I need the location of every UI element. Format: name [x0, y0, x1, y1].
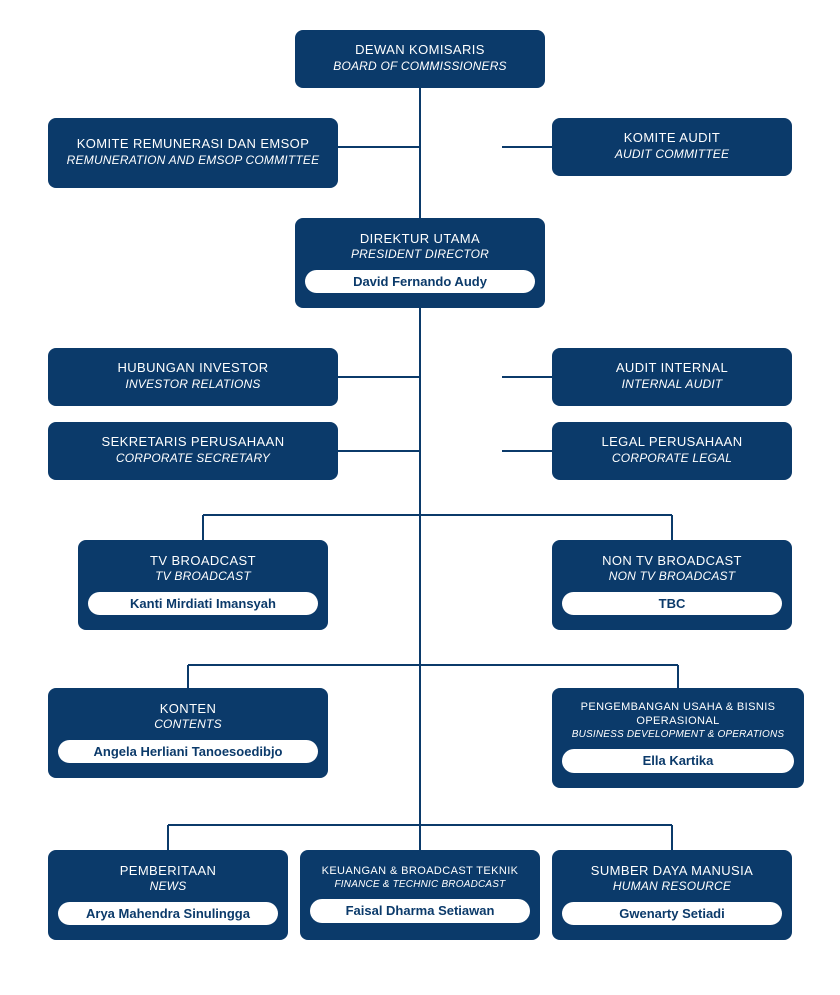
org-node-person: Gwenarty Setiadi — [562, 902, 782, 926]
org-node-header: DEWAN KOMISARISBOARD OF COMMISSIONERS — [295, 36, 545, 81]
org-node-header: KEUANGAN & BROADCAST TEKNIKFINANCE & TEC… — [300, 859, 540, 899]
org-node-subtitle: HUMAN RESOURCE — [560, 879, 784, 894]
org-node-remun: KOMITE REMUNERASI DAN EMSOPREMUNERATION … — [48, 118, 338, 188]
org-node-hr: SUMBER DAYA MANUSIAHUMAN RESOURCEGwenart… — [552, 850, 792, 940]
org-node-header: DIREKTUR UTAMAPRESIDENT DIRECTOR — [295, 225, 545, 270]
org-node-header: AUDIT INTERNALINTERNAL AUDIT — [552, 354, 792, 399]
connector-line — [203, 515, 672, 540]
org-node-audit_int: AUDIT INTERNALINTERNAL AUDIT — [552, 348, 792, 406]
org-node-secretary: SEKRETARIS PERUSAHAANCORPORATE SECRETARY — [48, 422, 338, 480]
org-node-header: KOMITE REMUNERASI DAN EMSOPREMUNERATION … — [48, 130, 338, 175]
org-node-title: SUMBER DAYA MANUSIA — [560, 863, 784, 879]
org-node-finance: KEUANGAN & BROADCAST TEKNIKFINANCE & TEC… — [300, 850, 540, 940]
org-node-title: HUBUNGAN INVESTOR — [56, 360, 330, 376]
org-node-person: Arya Mahendra Sinulingga — [58, 902, 278, 926]
org-node-subtitle: BOARD OF COMMISSIONERS — [303, 59, 537, 74]
org-node-subtitle: FINANCE & TECHNIC BROADCAST — [308, 879, 532, 892]
org-node-person: Ella Kartika — [562, 749, 794, 773]
org-node-konten: KONTENCONTENTSAngela Herliani Tanoesoedi… — [48, 688, 328, 778]
org-chart: DEWAN KOMISARISBOARD OF COMMISSIONERSKOM… — [0, 0, 840, 995]
org-node-subtitle: PRESIDENT DIRECTOR — [303, 247, 537, 262]
org-node-subtitle: INTERNAL AUDIT — [560, 377, 784, 392]
org-node-title: KOMITE REMUNERASI DAN EMSOP — [56, 136, 330, 152]
org-node-header: KOMITE AUDITAUDIT COMMITTEE — [552, 124, 792, 169]
org-node-person: David Fernando Audy — [305, 270, 535, 294]
org-node-person: Kanti Mirdiati Imansyah — [88, 592, 318, 616]
org-node-subtitle: CORPORATE LEGAL — [560, 451, 784, 466]
org-node-person: Angela Herliani Tanoesoedibjo — [58, 740, 318, 764]
org-node-title: KONTEN — [56, 701, 320, 717]
org-node-president: DIREKTUR UTAMAPRESIDENT DIRECTORDavid Fe… — [295, 218, 545, 308]
org-node-title: TV BROADCAST — [86, 553, 320, 569]
org-node-title: KOMITE AUDIT — [560, 130, 784, 146]
org-node-subtitle: AUDIT COMMITTEE — [560, 147, 784, 162]
org-node-header: LEGAL PERUSAHAANCORPORATE LEGAL — [552, 428, 792, 473]
org-node-title: LEGAL PERUSAHAAN — [560, 434, 784, 450]
org-node-title: SEKRETARIS PERUSAHAAN — [56, 434, 330, 450]
org-node-subtitle: NEWS — [56, 879, 280, 894]
org-node-tv: TV BROADCASTTV BROADCASTKanti Mirdiati I… — [78, 540, 328, 630]
org-node-subtitle: TV BROADCAST — [86, 569, 320, 584]
org-node-title: DEWAN KOMISARIS — [303, 42, 537, 58]
org-node-bizdev: PENGEMBANGAN USAHA & BISNIS OPERASIONALB… — [552, 688, 804, 788]
org-node-subtitle: CONTENTS — [56, 717, 320, 732]
org-node-board: DEWAN KOMISARISBOARD OF COMMISSIONERS — [295, 30, 545, 88]
org-node-subtitle: BUSINESS DEVELOPMENT & OPERATIONS — [560, 729, 796, 742]
org-node-header: TV BROADCASTTV BROADCAST — [78, 547, 328, 592]
org-node-title: PENGEMBANGAN USAHA & BISNIS OPERASIONAL — [560, 701, 796, 729]
org-node-legal: LEGAL PERUSAHAANCORPORATE LEGAL — [552, 422, 792, 480]
org-node-title: KEUANGAN & BROADCAST TEKNIK — [308, 865, 532, 879]
connector-line — [188, 665, 678, 688]
org-node-audit_com: KOMITE AUDITAUDIT COMMITTEE — [552, 118, 792, 176]
org-node-person: Faisal Dharma Setiawan — [310, 899, 530, 923]
org-node-subtitle: NON TV BROADCAST — [560, 569, 784, 584]
org-node-header: NON TV BROADCASTNON TV BROADCAST — [552, 547, 792, 592]
org-node-subtitle: REMUNERATION AND EMSOP COMMITTEE — [56, 153, 330, 168]
org-node-person: TBC — [562, 592, 782, 616]
org-node-ir: HUBUNGAN INVESTORINVESTOR RELATIONS — [48, 348, 338, 406]
org-node-title: DIREKTUR UTAMA — [303, 231, 537, 247]
org-node-subtitle: INVESTOR RELATIONS — [56, 377, 330, 392]
org-node-header: SEKRETARIS PERUSAHAANCORPORATE SECRETARY — [48, 428, 338, 473]
org-node-header: HUBUNGAN INVESTORINVESTOR RELATIONS — [48, 354, 338, 399]
org-node-header: SUMBER DAYA MANUSIAHUMAN RESOURCE — [552, 857, 792, 902]
org-node-title: AUDIT INTERNAL — [560, 360, 784, 376]
org-node-header: KONTENCONTENTS — [48, 695, 328, 740]
connector-line — [168, 825, 672, 850]
org-node-news: PEMBERITAANNEWSArya Mahendra Sinulingga — [48, 850, 288, 940]
org-node-header: PENGEMBANGAN USAHA & BISNIS OPERASIONALB… — [552, 695, 804, 749]
org-node-title: PEMBERITAAN — [56, 863, 280, 879]
org-node-header: PEMBERITAANNEWS — [48, 857, 288, 902]
org-node-nontv: NON TV BROADCASTNON TV BROADCASTTBC — [552, 540, 792, 630]
org-node-subtitle: CORPORATE SECRETARY — [56, 451, 330, 466]
org-node-title: NON TV BROADCAST — [560, 553, 784, 569]
